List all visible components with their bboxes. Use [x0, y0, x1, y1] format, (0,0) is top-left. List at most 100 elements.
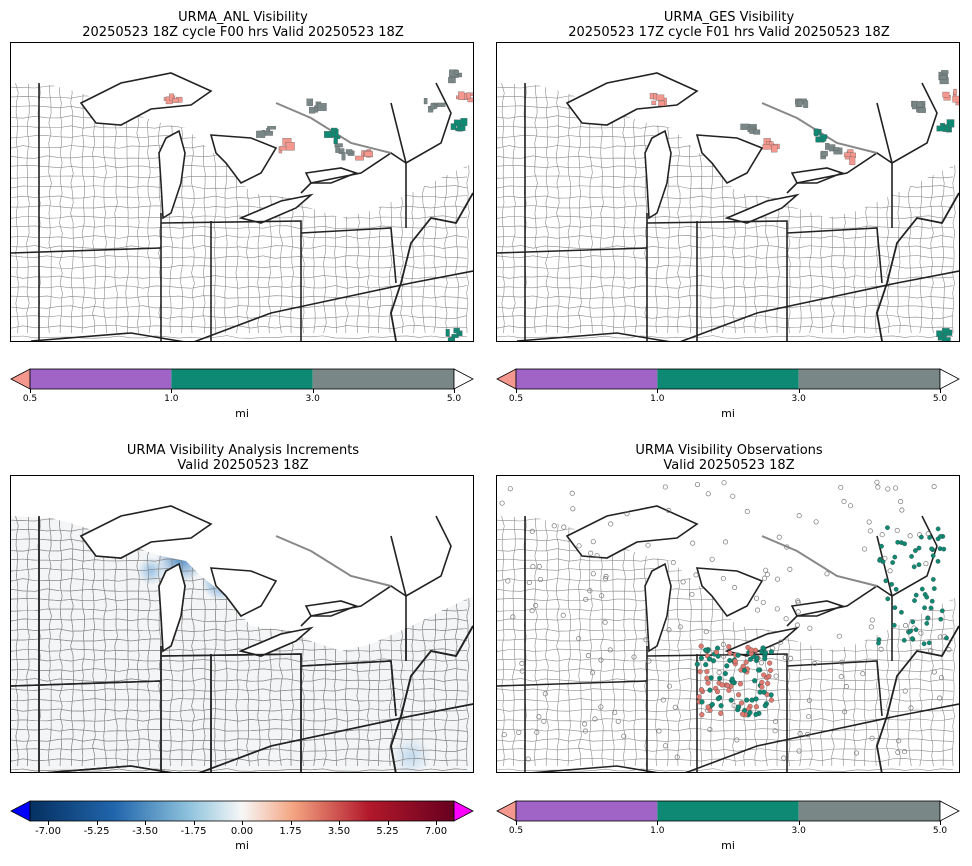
obs-marker: [938, 675, 944, 681]
obs-marker: [895, 539, 901, 545]
obs-marker: [901, 637, 907, 643]
panel-title-line1: URMA Visibility Observations: [635, 443, 823, 458]
obs-marker: [624, 511, 630, 517]
colorbar-tick-mark: [940, 389, 941, 393]
obs-marker: [913, 627, 919, 633]
state-border: [531, 765, 658, 772]
visibility-cell: [267, 126, 276, 130]
obs-marker: [709, 701, 715, 708]
colorbar-tick-label: 3.0: [791, 826, 806, 836]
obs-marker: [937, 634, 943, 640]
obs-marker: [941, 546, 947, 552]
obs-marker: [536, 714, 542, 720]
obs-marker: [867, 528, 873, 534]
obs-marker: [501, 732, 507, 738]
colorbar-tick-mark: [798, 821, 800, 825]
visibility-cell: [341, 152, 346, 161]
obs-marker: [879, 532, 885, 538]
obs-marker: [699, 699, 705, 705]
obs-marker: [727, 650, 733, 656]
colorbar-tick-label: 1.0: [164, 394, 179, 404]
obs-marker: [672, 704, 678, 710]
visibility-cell: [651, 100, 657, 106]
basemap-layer: [11, 43, 473, 341]
obs-marker: [838, 484, 844, 491]
coastline: [876, 625, 959, 772]
state-border: [300, 660, 397, 717]
visibility-cell: [938, 75, 948, 80]
obs-marker: [621, 733, 627, 739]
obs-marker: [891, 622, 897, 628]
colorbar-increments: -7.00 -5.25 -3.50 -1.75 0.00 1.75 3.50 5.25 7.00…: [10, 800, 474, 860]
obs-marker: [705, 680, 711, 686]
visibility-cell: [279, 145, 287, 151]
visibility-cell: [285, 142, 295, 151]
state-border: [786, 152, 893, 228]
obs-marker: [877, 558, 882, 563]
obs-marker: [576, 635, 582, 642]
visibility-cell: [466, 92, 471, 99]
obs-marker: [935, 526, 941, 532]
state-border: [497, 680, 648, 687]
state-border: [160, 653, 302, 772]
obs-marker: [916, 562, 922, 568]
obs-marker: [868, 624, 874, 630]
obs-marker: [899, 507, 905, 513]
obs-marker: [537, 576, 544, 583]
visibility-cell: [336, 135, 341, 139]
obs-marker: [602, 576, 609, 582]
obs-marker: [783, 616, 789, 622]
colorbar-tick-label: 0.5: [22, 394, 38, 404]
obs-marker: [843, 684, 849, 690]
obs-marker: [896, 738, 902, 744]
obs-marker: [714, 689, 721, 695]
obs-marker: [677, 624, 683, 630]
obs-marker: [768, 667, 774, 673]
obs-marker: [737, 681, 743, 687]
visibility-cell: [453, 328, 460, 334]
obs-marker: [913, 592, 919, 598]
state-border: [390, 82, 452, 165]
obs-marker: [541, 718, 547, 724]
obs-marker: [797, 731, 803, 737]
obs-marker: [705, 704, 711, 710]
visibility-cell: [423, 98, 428, 105]
obs-marker: [698, 643, 704, 649]
obs-marker: [743, 659, 749, 665]
obs-marker: [765, 680, 771, 687]
obs-marker: [720, 641, 726, 648]
great-lakes: [79, 505, 359, 657]
obs-marker: [734, 737, 740, 743]
panel-title-line1: URMA_GES Visibility: [663, 10, 795, 25]
visibility-cell: [655, 94, 665, 101]
visibility-cell: [430, 102, 435, 110]
obs-marker: [715, 696, 721, 702]
obs-marker: [772, 718, 779, 725]
obs-marker: [795, 609, 801, 615]
obs-marker: [721, 480, 727, 486]
colorbar-segment: [657, 801, 799, 821]
obs-marker: [853, 750, 860, 756]
obs-marker: [796, 748, 802, 754]
visibility-cell: [355, 155, 364, 161]
obs-marker: [718, 703, 724, 709]
colorbar-observations: 0.5 1.0 3.0 5.0 mi: [496, 800, 960, 860]
visibility-cell: [941, 70, 949, 75]
basemap-layer: [497, 43, 959, 341]
lake-huron: [209, 134, 278, 185]
obs-marker: [722, 671, 728, 677]
obs-marker: [847, 503, 854, 509]
colorbar-unit-label: mi: [235, 839, 249, 852]
obs-marker: [923, 561, 929, 567]
state-border: [390, 515, 452, 598]
visibility-cell: [345, 149, 353, 155]
visibility-cell: [953, 88, 957, 95]
colorbar-segment: [171, 369, 313, 389]
state-borders: [497, 515, 959, 772]
colorbar-tick-label: 3.50: [327, 826, 351, 837]
obs-marker: [916, 545, 922, 551]
obs-marker: [762, 656, 768, 662]
obs-marker: [551, 523, 557, 529]
visibility-cell: [658, 100, 665, 107]
visibility-cell: [451, 334, 459, 338]
